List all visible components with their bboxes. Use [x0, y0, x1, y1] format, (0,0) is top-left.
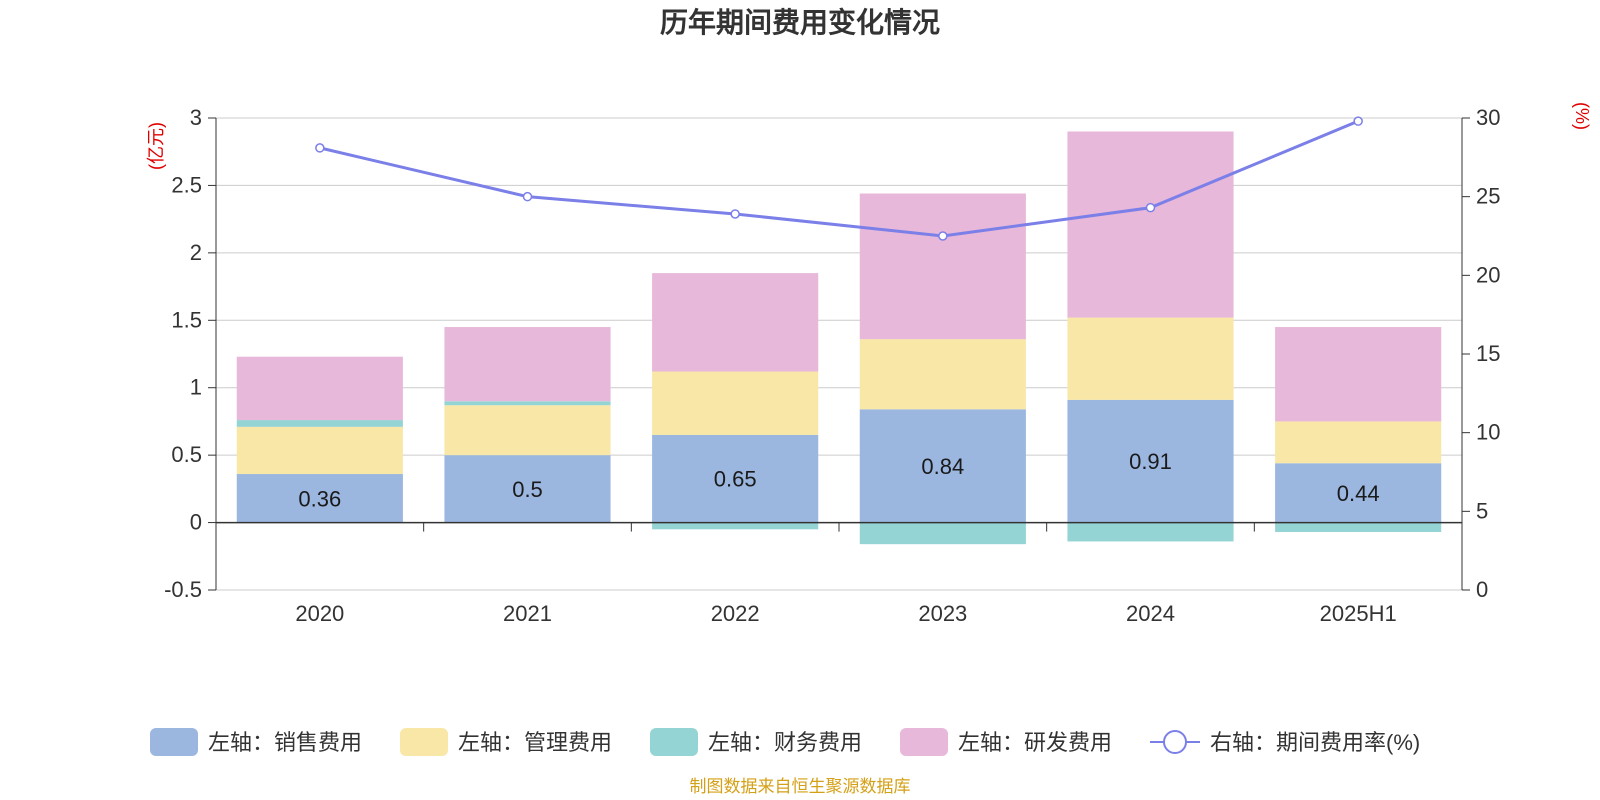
legend: 左轴：销售费用 左轴：管理费用 左轴：财务费用 左轴：研发费用 右轴：期间费用率(%)	[150, 728, 1420, 756]
legend-swatch[interactable]	[400, 728, 448, 756]
legend-label[interactable]: 左轴：财务费用	[708, 730, 862, 755]
legend-label[interactable]: 左轴：管理费用	[458, 730, 612, 755]
bar-segment	[1067, 317, 1234, 400]
bar-segment	[859, 409, 1026, 523]
left-tick-label: 3	[190, 105, 202, 130]
bar-segment	[652, 273, 819, 372]
bar-segment	[236, 426, 403, 475]
legend-swatch[interactable]	[150, 728, 198, 756]
right-tick-label: 0	[1476, 577, 1488, 602]
bar-value-label: 0.44	[1337, 481, 1380, 506]
bar-segment	[1275, 327, 1442, 422]
rate-line	[319, 119, 1359, 238]
left-tick-label: 2.5	[171, 172, 202, 197]
rate-point	[1353, 116, 1363, 126]
rate-point	[315, 143, 325, 153]
x-tick-label: 2022	[711, 601, 760, 626]
x-tick-label: 2023	[918, 601, 967, 626]
rate-point	[938, 231, 948, 241]
bar-segment	[1275, 421, 1442, 464]
x-tick-label: 2020	[295, 601, 344, 626]
left-tick-label: 1.5	[171, 307, 202, 332]
legend-label[interactable]: 右轴：期间费用率(%)	[1210, 730, 1420, 755]
bar-value-label: 0.65	[714, 467, 757, 492]
bar-segment	[444, 405, 611, 456]
bar-value-label: 0.84	[921, 454, 964, 479]
bar-segment	[1067, 522, 1234, 542]
x-tick-label: 2024	[1126, 601, 1175, 626]
bar-value-label: 0.36	[298, 486, 341, 511]
chart-title: 历年期间费用变化情况	[660, 6, 940, 38]
right-tick-label: 5	[1476, 498, 1488, 523]
right-axis-unit: (%)	[1572, 102, 1592, 130]
legend-marker[interactable]	[1163, 730, 1187, 754]
grid-layer	[216, 117, 1462, 591]
bar-segment	[236, 420, 403, 427]
legend-label[interactable]: 左轴：销售费用	[208, 730, 362, 755]
x-tick-label: 2025H1	[1320, 601, 1397, 626]
rate-point	[730, 209, 740, 219]
bar-segment	[859, 193, 1026, 340]
left-tick-label: 2	[190, 240, 202, 265]
x-tick-label: 2021	[503, 601, 552, 626]
bar-segment	[1275, 463, 1442, 523]
right-tick-label: 30	[1476, 105, 1500, 130]
bar-segment	[859, 339, 1026, 410]
bar-segment	[652, 371, 819, 435]
right-tick-label: 20	[1476, 262, 1500, 287]
bar-value-label: 0.91	[1129, 449, 1172, 474]
line-layer	[315, 116, 1363, 241]
right-tick-label: 10	[1476, 420, 1500, 445]
right-tick-label: 25	[1476, 184, 1500, 209]
legend-swatch[interactable]	[650, 728, 698, 756]
left-tick-label: 0.5	[171, 442, 202, 467]
legend-label[interactable]: 左轴：研发费用	[958, 730, 1112, 755]
bar-segment	[444, 455, 611, 523]
data-source-footer: 制图数据来自恒生聚源数据库	[690, 777, 911, 796]
bar-segment	[1275, 522, 1442, 533]
bar-segment	[236, 474, 403, 523]
bar-segment	[1067, 131, 1234, 318]
bar-segment	[444, 401, 611, 406]
bar-segment	[652, 434, 819, 523]
bar-layer	[236, 131, 1442, 545]
legend-swatch[interactable]	[900, 728, 948, 756]
left-tick-label: 0	[190, 510, 202, 535]
left-tick-label: 1	[190, 375, 202, 400]
bar-segment	[236, 356, 403, 421]
bar-segment	[444, 327, 611, 402]
bar-segment	[1067, 399, 1234, 523]
left-axis-unit: (亿元)	[146, 122, 166, 170]
rate-point	[1145, 202, 1156, 213]
rate-point	[522, 191, 533, 202]
bar-segment	[652, 522, 819, 530]
left-tick-label: -0.5	[164, 577, 202, 602]
bar-value-label: 0.5	[512, 477, 543, 502]
bar-segment	[859, 522, 1026, 545]
label-layer: 0.36 0.5 0.65 0.84 0.91 0.44	[298, 449, 1379, 511]
right-tick-label: 15	[1476, 341, 1500, 366]
axis-layer: 3 2.5 2 1.5 1 0.5 0 -0.5 30 25 20 15 10 5 0 2020 2021 202…	[164, 105, 1500, 626]
